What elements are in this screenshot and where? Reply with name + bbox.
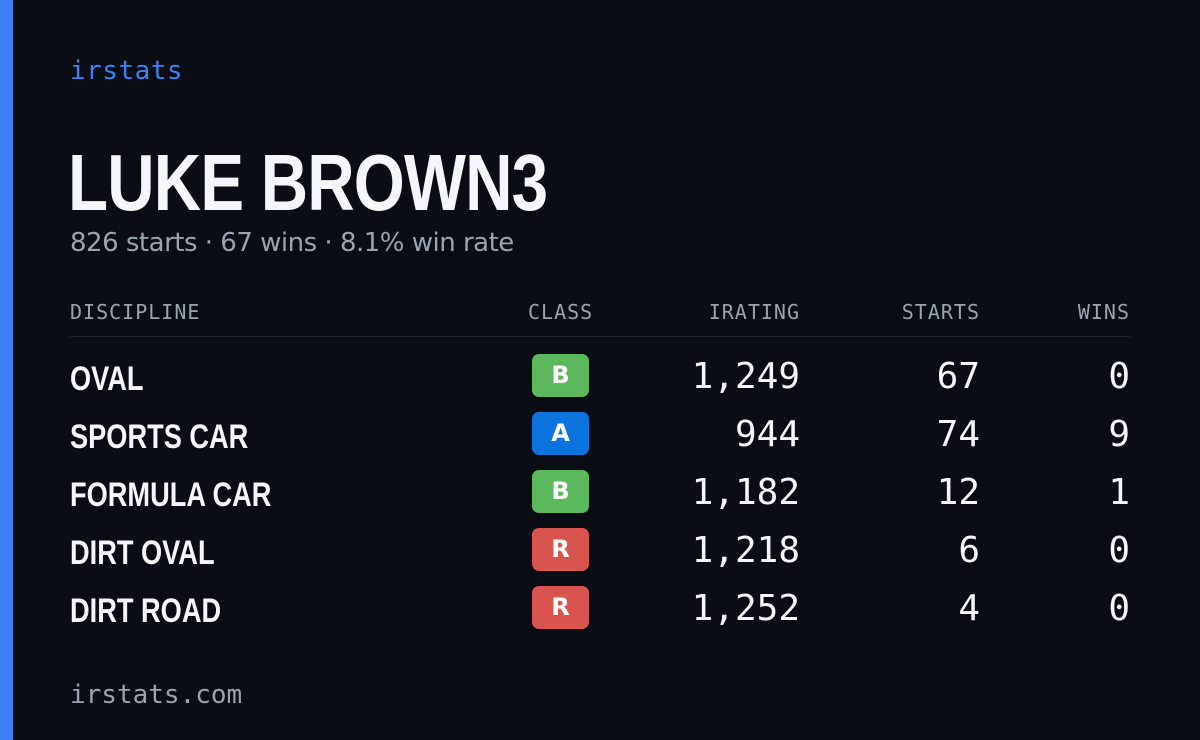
wins-value: 1 [1108,472,1130,513]
irating-value: 944 [734,414,800,455]
starts-value: 67 [936,356,980,397]
header-class: CLASS [528,300,594,324]
discipline-name: DIRT OVAL [70,534,215,572]
starts-value: 6 [958,530,980,571]
table-row: DIRT ROAD R 1,252 4 0 [0,586,1200,644]
wins-value: 0 [1108,530,1130,571]
driver-name: LUKE BROWN3 [68,138,548,227]
header-discipline: DISCIPLINE [70,300,201,324]
starts-value: 4 [958,588,980,629]
irating-value: 1,218 [691,530,800,571]
starts-value: 74 [936,414,980,455]
wins-value: 0 [1108,356,1130,397]
driver-summary: 826 starts · 67 wins · 8.1% win rate [70,228,514,258]
class-badge: R [532,528,589,571]
irating-value: 1,182 [691,472,800,513]
discipline-name: DIRT ROAD [70,592,222,630]
wins-value: 9 [1108,414,1130,455]
starts-value: 12 [936,472,980,513]
header-irating: IRATING [708,300,800,324]
irating-value: 1,252 [691,588,800,629]
irating-value: 1,249 [691,356,800,397]
wins-value: 0 [1108,588,1130,629]
discipline-name: SPORTS CAR [70,418,249,456]
discipline-name: OVAL [70,360,144,398]
class-badge: B [532,470,589,513]
brand-logo: irstats [70,56,184,86]
class-badge: B [532,354,589,397]
table-row: SPORTS CAR A 944 74 9 [0,412,1200,470]
accent-bar [0,0,13,740]
header-starts: STARTS [901,300,980,324]
footer-url: irstats.com [70,680,243,710]
class-badge: R [532,586,589,629]
table-row: FORMULA CAR B 1,182 12 1 [0,470,1200,528]
header-divider [70,336,1130,337]
discipline-name: FORMULA CAR [70,476,272,514]
table-row: OVAL B 1,249 67 0 [0,354,1200,412]
header-wins: WINS [1077,300,1130,324]
table-row: DIRT OVAL R 1,218 6 0 [0,528,1200,586]
class-badge: A [532,412,589,455]
